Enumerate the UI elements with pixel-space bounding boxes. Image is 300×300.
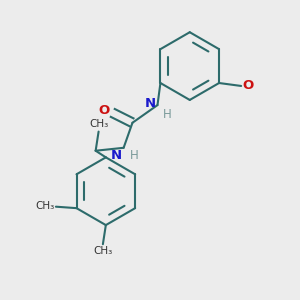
Text: N: N <box>111 149 122 162</box>
Text: CH₃: CH₃ <box>89 119 108 129</box>
Text: H: H <box>163 108 172 121</box>
Text: H: H <box>130 149 139 162</box>
Text: O: O <box>98 104 110 117</box>
Text: N: N <box>145 98 156 110</box>
Text: CH₃: CH₃ <box>93 246 112 256</box>
Text: O: O <box>242 79 253 92</box>
Text: CH₃: CH₃ <box>35 201 54 211</box>
